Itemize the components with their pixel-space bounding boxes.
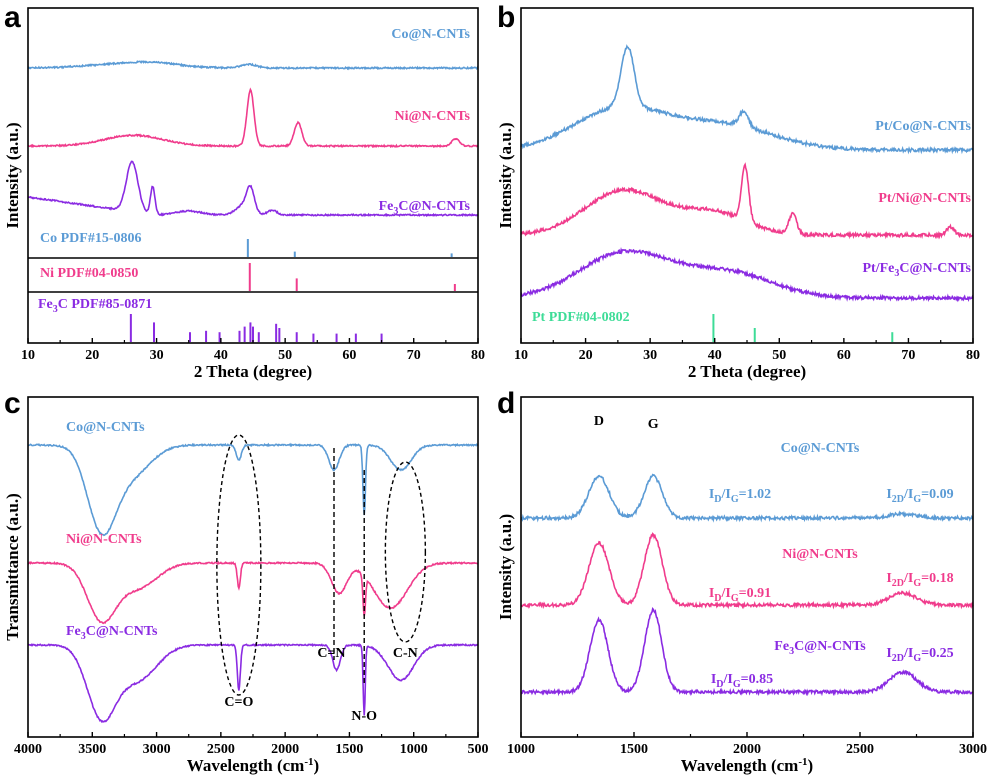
x-tick-label-b-8: 80 <box>966 348 980 363</box>
panel-letter-a: a <box>4 1 21 34</box>
series-line-c-1 <box>28 442 479 537</box>
x-tick-label-c-3: 3000 <box>143 742 171 757</box>
ratio-2d-g-3: I2D/IG=0.25 <box>886 646 953 664</box>
ratio-d-g-1: ID/IG=1.02 <box>709 487 771 505</box>
x-tick-label-b-7: 70 <box>901 348 915 363</box>
ratio-d-g-3: ID/IG=0.85 <box>711 672 773 690</box>
ratio-d-g-2: ID/IG=0.91 <box>709 586 771 604</box>
panel-letter-c: c <box>4 387 21 420</box>
x-axis-title-b: 2 Theta (degree) <box>688 362 806 381</box>
x-tick-label-a-3: 30 <box>150 348 164 363</box>
series-line-d-1 <box>520 473 974 523</box>
bond-label-4: C-N <box>393 646 418 661</box>
panel-a: a Co@N-CNTs Ni@N-CNTs Fe3C@N-CNTs Co PDF#15-… <box>3 1 485 381</box>
x-tick-label-c-7: 1000 <box>400 742 428 757</box>
series-line-c-2 <box>27 560 479 625</box>
x-tick-label-c-2: 3500 <box>78 742 106 757</box>
ratio-2d-g-2: I2D/IG=0.18 <box>886 571 953 589</box>
ratio-2d-g-1: I2D/IG=0.09 <box>886 487 953 505</box>
x-tick-label-b-4: 40 <box>708 348 722 363</box>
y-axis-title-c: Transmittance (a.u.) <box>3 493 22 640</box>
series-line-c-3 <box>27 642 479 724</box>
x-tick-label-c-4: 2500 <box>207 742 235 757</box>
series-label-d-1: Co@N-CNTs <box>781 441 860 456</box>
x-tick-label-b-3: 30 <box>643 348 657 363</box>
x-tick-label-a-7: 70 <box>407 348 421 363</box>
series-label-b-2: Pt/Ni@N-CNTs <box>878 191 971 206</box>
x-tick-label-a-2: 20 <box>85 348 99 363</box>
x-tick-label-d-4: 2500 <box>846 742 874 757</box>
x-tick-label-c-1: 4000 <box>14 742 42 757</box>
panel-b: b Pt/Co@N-CNTs Pt/Ni@N-CNTs Pt/Fe3C@N-CNTs P… <box>496 1 980 381</box>
x-tick-label-d-3: 2000 <box>733 742 761 757</box>
series-line-a-1 <box>27 60 479 71</box>
series-line-a-3 <box>27 160 479 218</box>
series-label-b-1: Pt/Co@N-CNTs <box>875 119 971 134</box>
x-axis-title-d: Wavelength (cm-1) <box>681 756 813 775</box>
panel-letter-d: d <box>497 387 515 420</box>
series-label-a-3: Fe3C@N-CNTs <box>379 199 471 217</box>
x-tick-label-b-5: 50 <box>772 348 786 363</box>
series-line-b-3 <box>520 246 974 303</box>
x-tick-label-c-8: 500 <box>468 742 489 757</box>
x-tick-label-d-5: 3000 <box>959 742 987 757</box>
x-tick-label-b-6: 60 <box>837 348 851 363</box>
series-line-d-2 <box>520 532 974 610</box>
ref-label-a-3: Fe3C PDF#85-0871 <box>38 297 152 315</box>
ref-label-a-1: Co PDF#15-0806 <box>40 231 142 246</box>
y-axis-title-b: Intensity (a.u.) <box>496 122 515 228</box>
x-tick-label-d-2: 1500 <box>620 742 648 757</box>
series-line-d-3 <box>520 606 974 697</box>
series-line-b-2 <box>520 162 974 240</box>
x-tick-label-c-6: 1500 <box>335 742 363 757</box>
x-tick-label-a-6: 60 <box>342 348 356 363</box>
plot-frame-c <box>27 396 479 738</box>
panel-d: d Co@N-CNTs Ni@N-CNTs Fe3C@N-CNTs D G ID/IG=1.… <box>496 387 987 775</box>
panel-c: c Co@N-CNTs Ni@N-CNTs Fe3C@N-CNTs C=O C=N N-O C… <box>3 387 489 775</box>
series-label-c-1: Co@N-CNTs <box>66 420 145 435</box>
x-tick-label-b-1: 10 <box>514 348 528 363</box>
series-label-d-2: Ni@N-CNTs <box>782 547 858 562</box>
ref-label-a-2: Ni PDF#04-0850 <box>40 266 138 281</box>
y-axis-title-d: Intensity (a.u.) <box>496 514 515 620</box>
series-label-c-3: Fe3C@N-CNTs <box>66 624 158 642</box>
x-tick-label-a-4: 40 <box>214 348 228 363</box>
series-label-a-1: Co@N-CNTs <box>391 27 470 42</box>
band-label-g: G <box>648 417 659 432</box>
series-label-d-3: Fe3C@N-CNTs <box>774 639 866 657</box>
band-label-d: D <box>594 414 604 429</box>
x-tick-label-a-8: 80 <box>471 348 485 363</box>
x-tick-label-a-5: 50 <box>278 348 292 363</box>
x-tick-label-d-1: 1000 <box>507 742 535 757</box>
x-axis-title-c: Wavelength (cm-1) <box>187 756 319 775</box>
x-tick-label-c-5: 2000 <box>271 742 299 757</box>
bond-label-3: N-O <box>351 709 377 724</box>
dashed-ellipse-1 <box>216 434 262 696</box>
x-tick-label-a-1: 10 <box>21 348 35 363</box>
series-line-a-2 <box>27 87 478 149</box>
series-label-a-2: Ni@N-CNTs <box>394 109 470 124</box>
panel-letter-b: b <box>497 1 515 34</box>
bond-label-2: C=N <box>317 646 345 661</box>
series-line-b-1 <box>520 44 974 155</box>
series-label-c-2: Ni@N-CNTs <box>66 532 142 547</box>
x-axis-title-a: 2 Theta (degree) <box>194 362 312 381</box>
y-axis-title-a: Intensity (a.u.) <box>3 122 22 228</box>
ref-label-b-1: Pt PDF#04-0802 <box>532 310 630 325</box>
series-label-b-3: Pt/Fe3C@N-CNTs <box>862 261 971 279</box>
bond-label-1: C=O <box>224 695 253 710</box>
x-tick-label-b-2: 20 <box>579 348 593 363</box>
dashed-ellipse-2 <box>384 461 427 643</box>
